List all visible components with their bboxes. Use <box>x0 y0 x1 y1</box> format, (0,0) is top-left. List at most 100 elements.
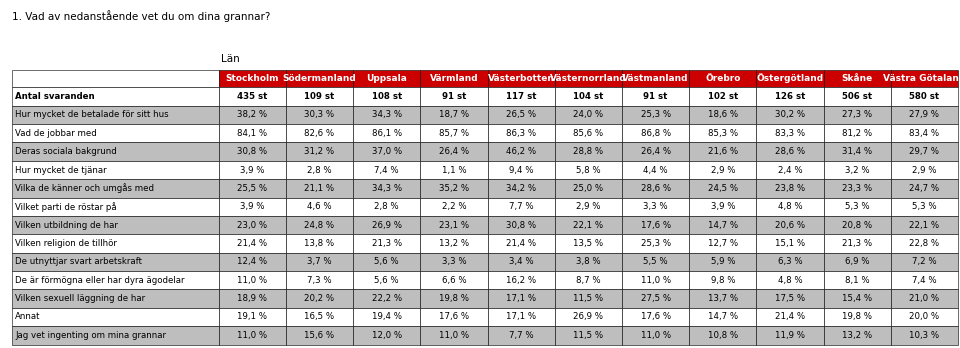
Text: 102 st: 102 st <box>708 92 738 101</box>
Bar <box>219 87 286 106</box>
Text: 84,1 %: 84,1 % <box>237 129 268 138</box>
Text: 7,2 %: 7,2 % <box>912 258 937 266</box>
Text: 21,0 %: 21,0 % <box>909 294 940 303</box>
Bar <box>824 253 891 271</box>
Bar <box>488 253 555 271</box>
Text: 10,8 %: 10,8 % <box>708 331 738 340</box>
Text: 435 st: 435 st <box>237 92 268 101</box>
Bar <box>353 216 420 234</box>
Text: 17,1 %: 17,1 % <box>506 313 537 322</box>
Bar <box>353 308 420 326</box>
Bar <box>689 253 756 271</box>
Text: 9,4 %: 9,4 % <box>509 166 534 174</box>
Text: 34,3 %: 34,3 % <box>372 110 402 119</box>
Bar <box>891 179 958 198</box>
Text: 22,1 %: 22,1 % <box>909 221 940 230</box>
Bar <box>12 124 219 142</box>
Text: 85,7 %: 85,7 % <box>439 129 469 138</box>
Bar <box>353 161 420 179</box>
Text: 24,5 %: 24,5 % <box>708 184 738 193</box>
Text: 25,0 %: 25,0 % <box>573 184 604 193</box>
Bar <box>219 142 286 161</box>
Text: 23,0 %: 23,0 % <box>237 221 268 230</box>
Bar <box>555 326 622 345</box>
Bar <box>756 216 824 234</box>
Bar <box>689 179 756 198</box>
Bar <box>689 70 756 87</box>
Bar <box>12 271 219 290</box>
Text: 5,5 %: 5,5 % <box>643 258 668 266</box>
Bar <box>555 70 622 87</box>
Text: 24,8 %: 24,8 % <box>304 221 335 230</box>
Bar <box>622 142 689 161</box>
Bar <box>555 234 622 253</box>
Text: Jag vet ingenting om mina grannar: Jag vet ingenting om mina grannar <box>15 331 166 340</box>
Text: Stockholm: Stockholm <box>226 74 279 83</box>
Text: 21,4 %: 21,4 % <box>237 239 268 248</box>
Bar <box>12 70 219 87</box>
Text: 17,5 %: 17,5 % <box>775 294 805 303</box>
Text: 29,7 %: 29,7 % <box>909 147 940 156</box>
Text: 14,7 %: 14,7 % <box>708 221 738 230</box>
Text: 30,3 %: 30,3 % <box>304 110 335 119</box>
Text: 2,2 %: 2,2 % <box>442 202 467 211</box>
Bar <box>824 124 891 142</box>
Bar <box>488 234 555 253</box>
Text: 27,3 %: 27,3 % <box>842 110 873 119</box>
Text: 14,7 %: 14,7 % <box>708 313 738 322</box>
Bar <box>756 161 824 179</box>
Bar <box>286 216 353 234</box>
Bar <box>286 106 353 124</box>
Text: 18,6 %: 18,6 % <box>708 110 738 119</box>
Bar <box>12 290 219 308</box>
Text: 2,9 %: 2,9 % <box>576 202 601 211</box>
Bar <box>219 106 286 124</box>
Bar <box>353 271 420 290</box>
Bar <box>286 142 353 161</box>
Text: 2,9 %: 2,9 % <box>710 166 735 174</box>
Bar <box>622 198 689 216</box>
Bar <box>420 161 488 179</box>
Text: 12,0 %: 12,0 % <box>372 331 402 340</box>
Bar <box>622 87 689 106</box>
Bar <box>891 290 958 308</box>
Text: 46,2 %: 46,2 % <box>506 147 537 156</box>
Text: 117 st: 117 st <box>506 92 537 101</box>
Text: 3,9 %: 3,9 % <box>710 202 735 211</box>
Bar <box>420 326 488 345</box>
Bar <box>488 87 555 106</box>
Bar <box>622 308 689 326</box>
Bar <box>756 106 824 124</box>
Bar <box>891 161 958 179</box>
Text: 3,9 %: 3,9 % <box>240 166 265 174</box>
Text: 5,6 %: 5,6 % <box>374 258 399 266</box>
Bar <box>689 87 756 106</box>
Bar <box>12 198 219 216</box>
Text: 19,4 %: 19,4 % <box>372 313 402 322</box>
Text: 11,5 %: 11,5 % <box>573 331 604 340</box>
Bar <box>689 142 756 161</box>
Text: 4,4 %: 4,4 % <box>643 166 668 174</box>
Text: 27,9 %: 27,9 % <box>909 110 940 119</box>
Bar <box>555 87 622 106</box>
Bar <box>488 161 555 179</box>
Text: Hur mycket de tjänar: Hur mycket de tjänar <box>15 166 107 174</box>
Text: 10,3 %: 10,3 % <box>909 331 940 340</box>
Text: 11,0 %: 11,0 % <box>237 331 268 340</box>
Bar <box>219 70 286 87</box>
Text: 25,3 %: 25,3 % <box>640 239 671 248</box>
Text: 5,3 %: 5,3 % <box>845 202 870 211</box>
Text: 16,5 %: 16,5 % <box>304 313 335 322</box>
Bar <box>488 142 555 161</box>
Text: Vilken religion de tillhör: Vilken religion de tillhör <box>15 239 117 248</box>
Bar <box>622 216 689 234</box>
Bar <box>353 179 420 198</box>
Text: 28,6 %: 28,6 % <box>775 147 805 156</box>
Text: 7,4 %: 7,4 % <box>912 276 937 285</box>
Bar <box>420 271 488 290</box>
Text: 22,1 %: 22,1 % <box>573 221 604 230</box>
Text: 26,4 %: 26,4 % <box>439 147 469 156</box>
Bar <box>891 87 958 106</box>
Text: 3,7 %: 3,7 % <box>307 258 332 266</box>
Bar <box>622 161 689 179</box>
